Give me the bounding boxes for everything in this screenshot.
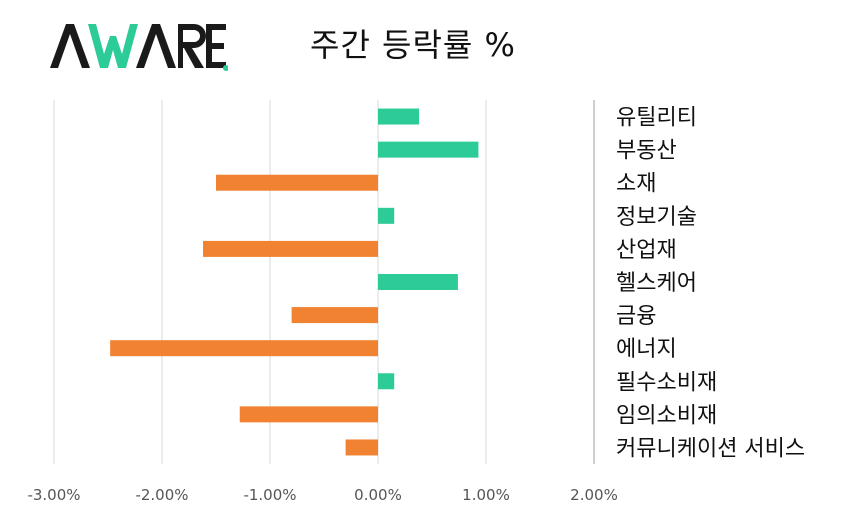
x-tick-label: 2.00% [570, 486, 618, 504]
category-label: 산업재 [616, 238, 677, 263]
category-label: 에너지 [616, 337, 677, 362]
category-label: 정보기술 [616, 205, 697, 230]
category-label: 필수소비재 [616, 370, 717, 395]
x-tick-label: -2.00% [135, 486, 188, 504]
bar-4 [378, 207, 395, 224]
bar-11 [345, 439, 378, 456]
category-label: 유틸리티 [616, 106, 697, 131]
x-axis-ticks: -3.00% -2.00% -1.00% 0.00% 1.00% 2.00% [27, 486, 617, 504]
grid-lines [53, 100, 595, 464]
category-labels: 유틸리티부동산소재정보기술산업재헬스케어금융에너지필수소비재임의소비재커뮤니케이… [616, 106, 805, 462]
bar-9 [378, 373, 395, 390]
bar-5 [203, 240, 378, 257]
bar-8 [110, 340, 378, 357]
bars [110, 108, 479, 456]
bar-3 [216, 174, 378, 191]
bar-2 [378, 141, 479, 158]
aware-logo [50, 24, 228, 71]
x-tick-label: -1.00% [243, 486, 296, 504]
category-label: 임의소비재 [616, 403, 717, 428]
x-tick-label: 1.00% [462, 486, 510, 504]
bar-6 [378, 274, 458, 290]
bar-1 [378, 108, 420, 125]
category-label: 금융 [616, 304, 656, 329]
category-label: 헬스케어 [616, 271, 697, 296]
category-label: 부동산 [616, 139, 677, 164]
x-tick-label: 0.00% [354, 486, 402, 504]
category-label: 커뮤니케이션 서비스 [616, 436, 805, 461]
bar-7 [291, 307, 378, 324]
chart-title: 주간 등락률 % [310, 26, 516, 64]
x-tick-label: -3.00% [27, 486, 80, 504]
category-label: 소재 [616, 172, 656, 197]
bar-10 [239, 406, 378, 423]
